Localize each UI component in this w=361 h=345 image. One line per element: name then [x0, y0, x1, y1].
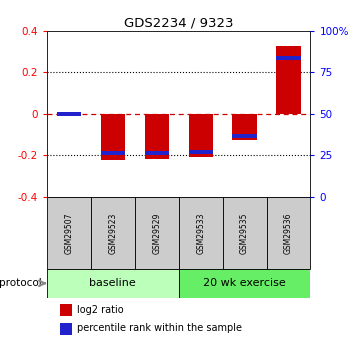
- Bar: [232, 134, 257, 138]
- Text: GSM29507: GSM29507: [64, 212, 73, 254]
- Text: baseline: baseline: [90, 278, 136, 288]
- Bar: [60, 304, 72, 316]
- Bar: [223, 197, 266, 269]
- Text: percentile rank within the sample: percentile rank within the sample: [77, 323, 242, 333]
- Text: GSM29533: GSM29533: [196, 212, 205, 254]
- Text: 20 wk exercise: 20 wk exercise: [203, 278, 286, 288]
- Bar: [91, 197, 135, 269]
- Text: log2 ratio: log2 ratio: [77, 305, 124, 315]
- Bar: [179, 197, 223, 269]
- Text: GSM29523: GSM29523: [108, 212, 117, 254]
- Bar: [47, 269, 179, 297]
- Bar: [101, 114, 125, 160]
- Bar: [179, 269, 310, 297]
- Bar: [277, 56, 301, 60]
- Bar: [145, 114, 169, 159]
- Bar: [277, 46, 301, 114]
- Text: GSM29529: GSM29529: [152, 212, 161, 254]
- Bar: [266, 197, 310, 269]
- Bar: [135, 197, 179, 269]
- Bar: [188, 114, 213, 157]
- Text: protocol: protocol: [0, 278, 42, 288]
- Bar: [57, 112, 81, 116]
- Bar: [232, 114, 257, 140]
- Bar: [188, 150, 213, 154]
- Bar: [145, 151, 169, 155]
- Title: GDS2234 / 9323: GDS2234 / 9323: [124, 17, 234, 30]
- Bar: [60, 323, 72, 335]
- Text: GSM29535: GSM29535: [240, 212, 249, 254]
- Bar: [101, 151, 125, 155]
- Bar: [47, 197, 91, 269]
- Text: GSM29536: GSM29536: [284, 212, 293, 254]
